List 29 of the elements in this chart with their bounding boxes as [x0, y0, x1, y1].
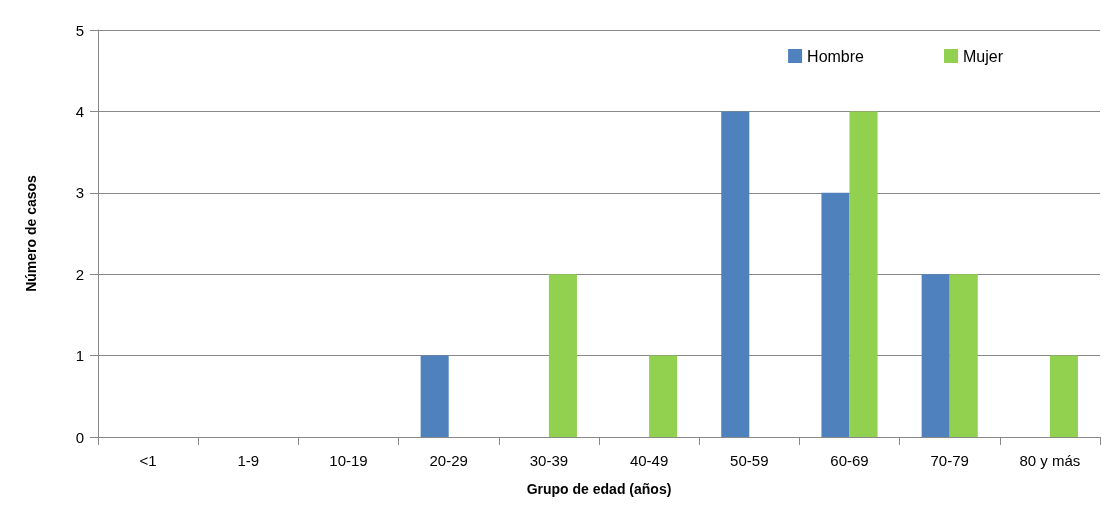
bar [1049, 355, 1078, 437]
bar [721, 111, 750, 437]
x-axis-title: Grupo de edad (años) [526, 481, 672, 497]
legend-label: Mujer [962, 47, 1004, 65]
y-tick-label: 5 [75, 21, 84, 39]
y-tick-label: 2 [75, 265, 84, 283]
y-tick-label: 1 [75, 347, 84, 365]
bar [420, 355, 449, 437]
y-tick-label: 3 [75, 184, 84, 202]
x-tick-label: 10-19 [329, 452, 368, 469]
bar [649, 355, 678, 437]
y-axis-title: Número de casos [23, 174, 39, 292]
bar [548, 274, 577, 437]
bar [949, 274, 978, 437]
x-tick-label: 30-39 [529, 452, 569, 469]
y-tick-label: 4 [75, 102, 84, 120]
x-tick-label: <1 [139, 452, 157, 469]
x-tick-label: 60-69 [830, 452, 869, 469]
x-tick-label: 50-59 [730, 452, 769, 469]
x-tick-label: 40-49 [629, 452, 669, 469]
bar [921, 274, 950, 437]
legend-label: Hombre [807, 47, 865, 65]
y-tick-label: 0 [75, 428, 84, 446]
x-tick-label: 80 y más [1019, 452, 1081, 469]
bar [821, 192, 850, 437]
x-tick-label: 70-79 [930, 452, 969, 469]
bar [849, 111, 878, 437]
x-tick-label: 20-29 [429, 452, 468, 469]
x-tick-label: 1-9 [237, 452, 260, 469]
